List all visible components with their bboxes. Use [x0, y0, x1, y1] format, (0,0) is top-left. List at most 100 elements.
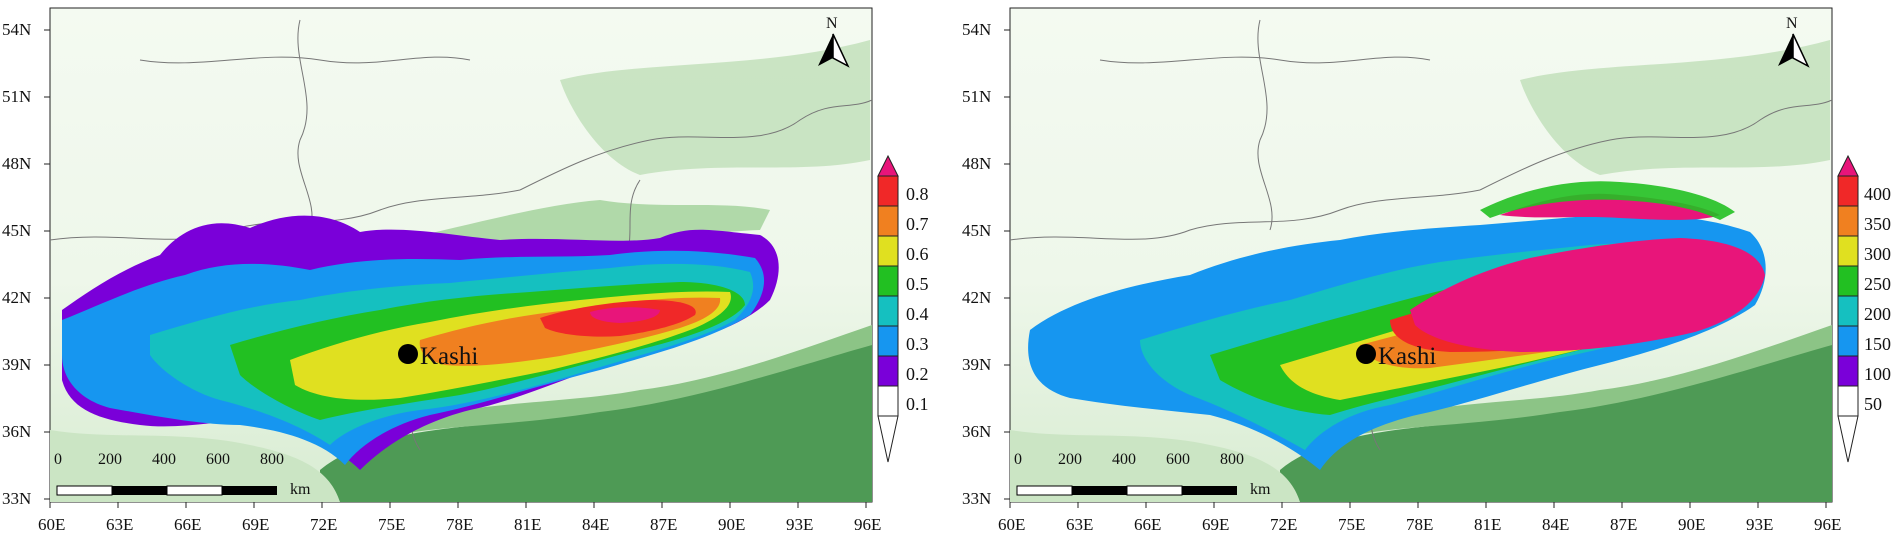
lon-label: 60E — [38, 515, 65, 534]
contour-north-band-outer — [1480, 181, 1735, 220]
lon-label: 60E — [998, 515, 1025, 534]
lon-label: 78E — [446, 515, 473, 534]
scale-tick: 800 — [1220, 451, 1244, 468]
lon-label: 84E — [582, 515, 609, 534]
scale-tick: 200 — [98, 451, 122, 468]
lon-label: 93E — [786, 515, 813, 534]
scale-tick: 0 — [54, 451, 62, 468]
lat-label: 51N — [2, 87, 31, 106]
scale-unit: km — [1250, 481, 1271, 498]
lon-label: 63E — [1066, 515, 1093, 534]
lat-label: 42N — [2, 288, 31, 307]
colorbar-label: 250 — [1864, 274, 1891, 294]
terrain-pamir — [50, 430, 340, 502]
map-panel-right: 54N 51N 48N 45N 42N 39N 36N 33N 60E 63E … — [960, 0, 1902, 537]
colorbar-label: 0.8 — [906, 184, 929, 204]
colorbar-label: 50 — [1864, 394, 1882, 414]
terrain-tibet-mid — [380, 325, 872, 440]
scale-tick: 800 — [260, 451, 284, 468]
city-marker-kashi — [398, 344, 418, 364]
lon-label: 78E — [1406, 515, 1433, 534]
lon-label: 87E — [1610, 515, 1637, 534]
city-label-kashi: Kashi — [420, 343, 478, 370]
lat-label: 45N — [962, 221, 991, 240]
colorbar-label: 0.7 — [906, 214, 929, 234]
lon-label: 66E — [174, 515, 201, 534]
lon-label: 81E — [514, 515, 541, 534]
lon-label: 93E — [1746, 515, 1773, 534]
lon-label: 90E — [1678, 515, 1705, 534]
lon-label: 87E — [650, 515, 677, 534]
lon-label: 69E — [242, 515, 269, 534]
terrain-mountains-north — [1520, 40, 1830, 175]
lat-label: 33N — [962, 489, 991, 508]
colorbar-label: 350 — [1864, 214, 1891, 234]
lat-labels: 54N 51N 48N 45N 42N 39N 36N 33N — [962, 20, 991, 508]
city-marker-kashi — [1356, 344, 1376, 364]
lon-label: 81E — [1474, 515, 1501, 534]
city-label-kashi: Kashi — [1378, 343, 1436, 370]
scale-tick: 200 — [1058, 451, 1082, 468]
scale-tick: 400 — [152, 451, 176, 468]
scale-tick: 400 — [1112, 451, 1136, 468]
lon-label: 63E — [106, 515, 133, 534]
colorbar-label: 0.4 — [906, 304, 929, 324]
lat-label: 36N — [962, 422, 991, 441]
colorbar: 0.8 0.7 0.6 0.5 0.4 0.3 0.2 0.1 — [877, 154, 929, 463]
colorbar-label: 200 — [1864, 304, 1891, 324]
scale-tick: 0 — [1014, 451, 1022, 468]
lon-label: 90E — [718, 515, 745, 534]
colorbar-label: 0.3 — [906, 334, 929, 354]
colorbar-label: 100 — [1864, 364, 1891, 384]
lon-label: 72E — [1270, 515, 1297, 534]
colorbar-label: 0.1 — [906, 394, 929, 414]
lon-label: 69E — [1202, 515, 1229, 534]
lat-label: 42N — [962, 288, 991, 307]
colorbar-label: 0.5 — [906, 274, 929, 294]
lat-label: 48N — [2, 154, 31, 173]
svg-text:N: N — [826, 15, 838, 32]
colorbar-label: 150 — [1864, 334, 1891, 354]
scale-tick: 600 — [1166, 451, 1190, 468]
lon-label: 72E — [310, 515, 337, 534]
terrain-pamir — [1010, 430, 1300, 502]
lon-labels: 60E 63E 66E 69E 72E 75E 78E 81E 84E 87E … — [38, 515, 881, 534]
lat-label: 51N — [962, 87, 991, 106]
lat-label: 45N — [2, 221, 31, 240]
lon-label: 96E — [854, 515, 881, 534]
lon-labels: 60E 63E 66E 69E 72E 75E 78E 81E 84E 87E … — [998, 515, 1841, 534]
lat-label: 39N — [962, 355, 991, 374]
lat-label: 39N — [2, 355, 31, 374]
scale-bar: 0 200 400 600 800 km — [54, 451, 311, 498]
lon-label: 66E — [1134, 515, 1161, 534]
lon-label: 96E — [1814, 515, 1841, 534]
axis-ticks — [44, 29, 867, 508]
scale-bar: 0 200 400 600 800 km — [1014, 451, 1271, 498]
terrain-tibet-mid — [1340, 325, 1832, 440]
colorbar-label: 300 — [1864, 244, 1891, 264]
lat-label: 48N — [962, 154, 991, 173]
colorbar: 400 350 300 250 200 150 100 50 — [1837, 154, 1891, 463]
axis-ticks — [1004, 29, 1827, 508]
lat-label: 54N — [2, 20, 31, 39]
colorbar-label: 0.6 — [906, 244, 929, 264]
north-arrow-icon: N — [1778, 15, 1810, 68]
lat-label: 36N — [2, 422, 31, 441]
colorbar-label: 0.2 — [906, 364, 929, 384]
colorbar-label: 400 — [1864, 184, 1891, 204]
scale-tick: 600 — [206, 451, 230, 468]
lon-label: 84E — [1542, 515, 1569, 534]
lon-label: 75E — [1338, 515, 1365, 534]
lat-label: 54N — [962, 20, 991, 39]
contour-0.8 — [590, 307, 660, 323]
lon-label: 75E — [378, 515, 405, 534]
contour-350-400 — [1410, 238, 1765, 352]
scale-unit: km — [290, 481, 311, 498]
north-arrow-icon: N — [818, 15, 850, 68]
map-panel-left: 54N 51N 48N 45N 42N 39N 36N 33N 60E 63E … — [2, 7, 929, 534]
svg-text:N: N — [1786, 15, 1798, 32]
terrain-mountains-north — [560, 40, 870, 175]
lat-labels: 54N 51N 48N 45N 42N 39N 36N 33N — [2, 20, 31, 508]
lat-label: 33N — [2, 489, 31, 508]
